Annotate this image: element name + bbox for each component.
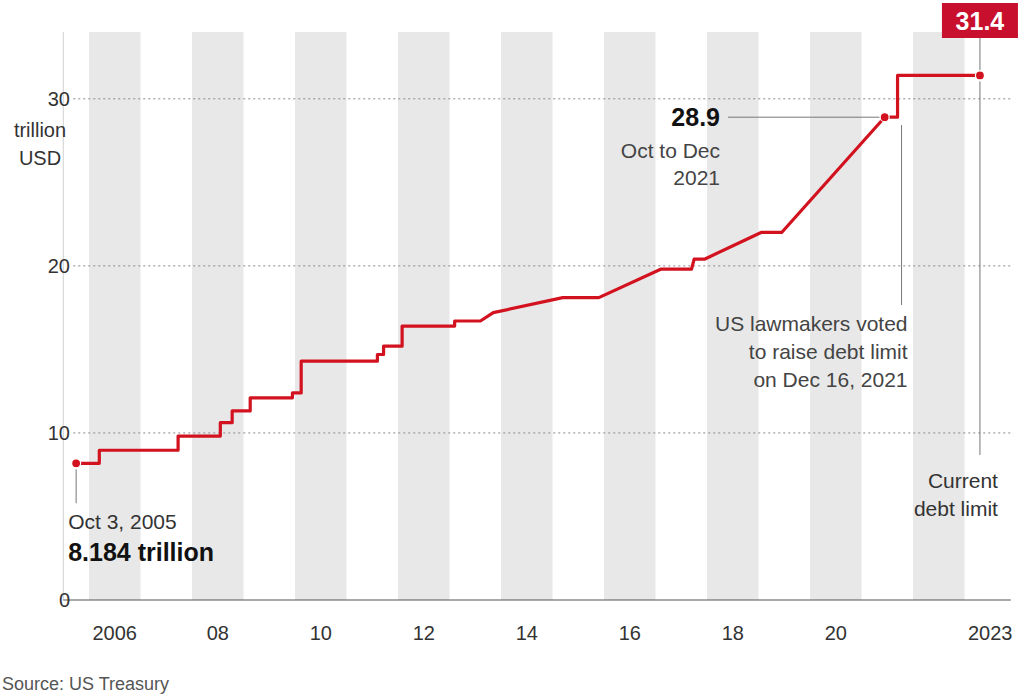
annotation-text: Oct 3, 2005 — [68, 510, 177, 533]
leader-line — [728, 117, 880, 118]
plot-area — [76, 75, 980, 463]
grid-line — [73, 432, 1011, 433]
annotation-dot — [72, 459, 81, 468]
leader-line — [901, 125, 902, 305]
year-bands — [89, 32, 965, 600]
leader-line — [76, 469, 77, 503]
y-tick-label: 20 — [48, 255, 70, 277]
year-band — [398, 32, 450, 600]
baseline — [63, 599, 1011, 600]
year-band — [501, 32, 553, 600]
x-tick-label: 20 — [825, 622, 847, 644]
grid-line — [73, 98, 1011, 99]
x-tick-label: 12 — [413, 622, 435, 644]
annotation-text: to raise debt limit — [749, 340, 908, 363]
grid-line — [73, 265, 1011, 266]
annotation-dot — [975, 71, 984, 80]
year-band — [604, 32, 656, 600]
value-box — [942, 3, 1018, 38]
y-axis-line — [63, 32, 64, 600]
annotation-text: 2021 — [673, 166, 720, 189]
y-axis-label: trillion — [14, 119, 66, 141]
x-tick-label: 16 — [619, 622, 641, 644]
x-tick-label: 2006 — [93, 622, 138, 644]
debt-limit-line — [76, 75, 980, 463]
annotation-value: 31.4 — [956, 7, 1005, 35]
leader-line — [979, 38, 980, 70]
annotation-text: debt limit — [914, 497, 998, 520]
x-tick-label: 18 — [722, 622, 744, 644]
x-tick-label: 10 — [310, 622, 332, 644]
annotation-dot — [880, 113, 889, 122]
year-band — [192, 32, 244, 600]
annotation-value: 8.184 trillion — [68, 538, 214, 566]
source: Source: US Treasury — [2, 674, 169, 694]
x-tick-label: 08 — [207, 622, 229, 644]
y-axis-label: USD — [19, 147, 61, 169]
annotation-text: on Dec 16, 2021 — [753, 368, 907, 391]
x-tick-label: 2023 — [968, 622, 1013, 644]
annotation-value: 28.9 — [671, 103, 720, 131]
annotation-text: Current — [928, 469, 998, 492]
y-tick-label: 10 — [48, 422, 70, 444]
y-tick-label: 30 — [48, 88, 70, 110]
y-tick-label: 0 — [59, 589, 70, 611]
annotation-text: Oct to Dec — [621, 139, 720, 162]
annotation-text: US lawmakers voted — [715, 312, 908, 335]
leader-line — [979, 81, 980, 455]
annotations: Oct 3, 2005 8.184 trillion 28.9 Oct to Dec 2… — [68, 3, 1018, 566]
chart: 0 10 20 30 trillion USD 2006 08 10 12 14 16 18 20 2023… — [0, 0, 1024, 698]
year-band — [295, 32, 347, 600]
x-tick-label: 14 — [516, 622, 538, 644]
